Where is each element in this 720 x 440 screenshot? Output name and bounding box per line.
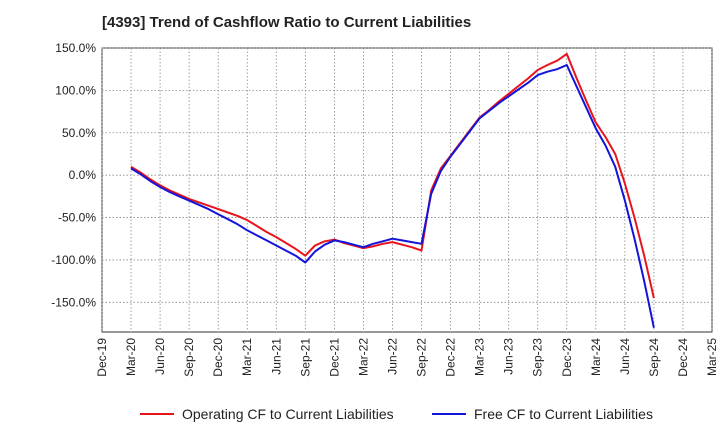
x-tick-label: Mar-24 (589, 338, 603, 376)
x-tick-label: Dec-20 (211, 338, 225, 377)
plot-area (101, 47, 713, 333)
y-tick-label: -150.0% (51, 295, 96, 309)
x-tick-label: Sep-21 (298, 338, 312, 377)
chart-title: [4393] Trend of Cashflow Ratio to Curren… (102, 14, 472, 31)
x-tick-label: Dec-22 (444, 338, 458, 377)
y-tick-label: 50.0% (62, 126, 96, 140)
x-tick-label: Jun-21 (269, 338, 283, 375)
y-tick-label: -100.0% (51, 253, 96, 267)
series-layer (130, 52, 655, 329)
x-tick-label: Sep-23 (531, 338, 545, 377)
x-tick-label: Jun-23 (502, 338, 516, 375)
y-tick-label: 150.0% (55, 41, 96, 55)
y-tick-label: -50.0% (58, 211, 96, 225)
legend: Operating CF to Current Liabilities Free … (140, 406, 653, 422)
y-axis: 150.0% 100.0% 50.0% 0.0% -50.0% -100.0% -150.0… (51, 41, 96, 309)
x-tick-label: Mar-20 (124, 338, 138, 376)
x-tick-label: Mar-22 (356, 338, 370, 376)
x-tick-label: Dec-23 (560, 338, 574, 377)
series-line-2 (130, 64, 655, 329)
x-tick-label: Sep-24 (647, 338, 661, 377)
series-line-1 (130, 52, 655, 299)
grid-layer (101, 47, 713, 332)
x-tick-label: Dec-21 (327, 338, 341, 377)
x-tick-label: Sep-20 (182, 338, 196, 377)
x-tick-label: Sep-22 (415, 338, 429, 377)
x-tick-label: Mar-21 (240, 338, 254, 376)
x-tick-label: Jun-20 (153, 338, 167, 375)
x-tick-label: Dec-24 (676, 338, 690, 377)
x-tick-label: Jun-24 (618, 338, 632, 375)
x-tick-label: Mar-23 (473, 338, 487, 376)
x-axis: Dec-19 Mar-20 Jun-20 Sep-20 Dec-20 Mar-21 Jun-… (95, 338, 719, 377)
x-tick-label: Dec-19 (95, 338, 109, 377)
y-tick-label: 0.0% (69, 168, 97, 182)
legend-label-1: Operating CF to Current Liabilities (182, 406, 394, 422)
y-tick-label: 100.0% (55, 83, 96, 97)
legend-label-2: Free CF to Current Liabilities (474, 406, 653, 422)
x-tick-label: Jun-22 (385, 338, 399, 375)
x-tick-label: Mar-25 (705, 338, 719, 376)
